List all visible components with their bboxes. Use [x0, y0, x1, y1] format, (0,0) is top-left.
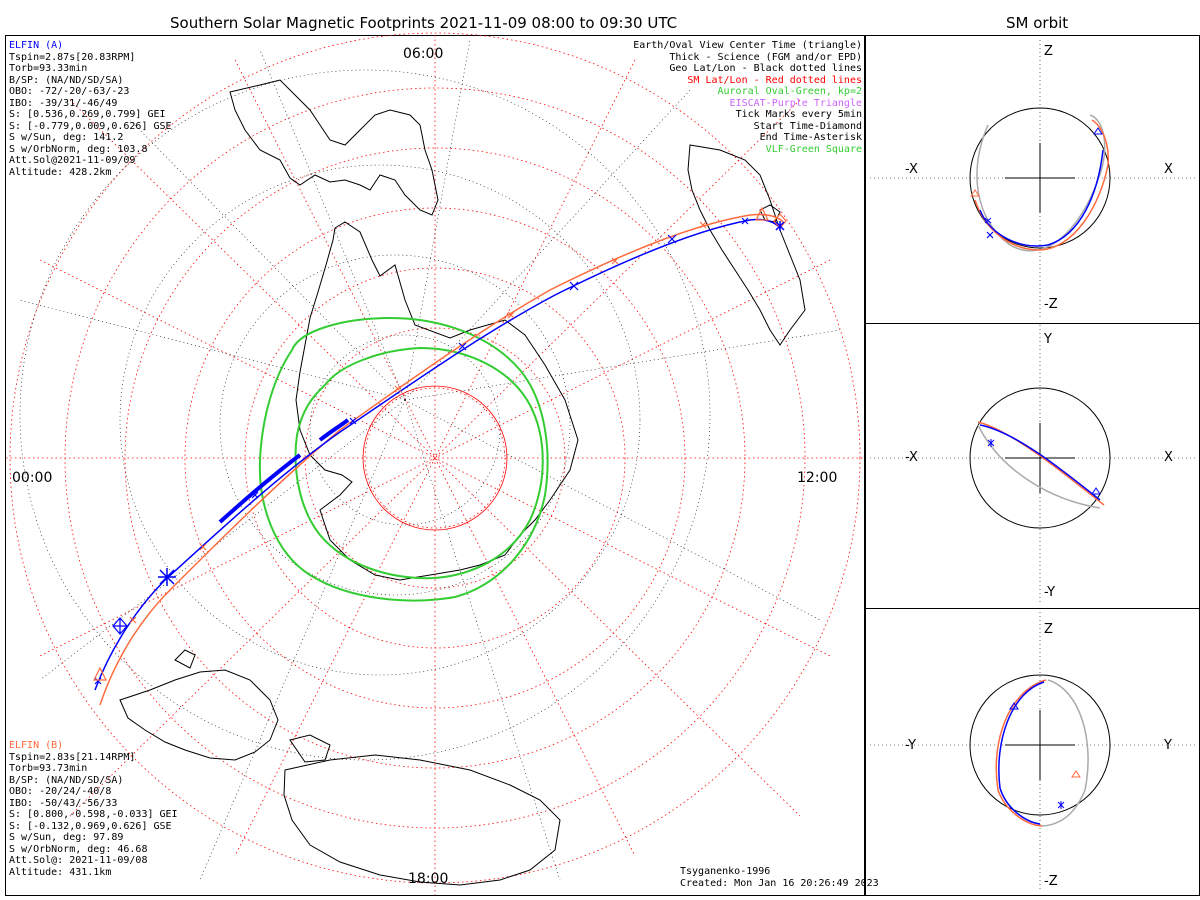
legend-entry: Start Time-Diamond — [753, 120, 862, 132]
geo-lat-lon-grid — [19, 39, 841, 881]
elfin-a-param-line: S: [0.536,0.269,0.799] GEI — [9, 109, 166, 120]
elfin-a-param-line: IBO: -39/31/-46/49 — [9, 97, 118, 109]
legend-entry: EISCAT-Purple Triangle — [729, 97, 862, 109]
elfin-a-science-segment — [218, 453, 302, 524]
orbit-panel-yz — [870, 612, 1198, 892]
elfin-b-param-line: IBO: -50/43/-56/33 — [9, 797, 118, 809]
orbit-panel-xy — [870, 325, 1198, 605]
view-center-triangle — [93, 206, 769, 681]
legend-entry: VLF-Green Square — [765, 143, 862, 155]
elfin-b-params: Tspin=2.83s[21.14RPM] Torb=93.73min B/SP: … — [9, 752, 178, 879]
legend-entry: Auroral Oval-Green, kp=2 — [717, 86, 863, 97]
orbit-xy-bottom-label: -Y — [1044, 585, 1055, 600]
orbit-xy-top-label: Y — [1043, 332, 1052, 347]
orbit-xz-right-label: X — [1164, 162, 1173, 177]
elfin-b-param-line: Tspin=2.83s[21.14RPM] — [9, 751, 136, 763]
elfin-b-info: ELFIN (B) Tspin=2.83s[21.14RPM] Torb=93.7… — [9, 740, 178, 878]
orbit-panel-xz — [870, 40, 1198, 318]
elfin-b-param-line: S: [0.800,-0.598,-0.033] GEI — [9, 809, 178, 820]
elfin-b-param-line: Torb=93.73min — [9, 763, 88, 774]
elfin-b-name: ELFIN (B) — [9, 740, 64, 751]
elfin-b-param-line: Altitude: 431.1km — [9, 866, 112, 878]
main-title: Southern Solar Magnetic Footprints 2021-… — [170, 14, 678, 32]
orbit-yz-top-label: Z — [1044, 622, 1053, 637]
elfin-a-param-line: Torb=93.33min — [9, 63, 88, 74]
legend: Earth/Oval View Center Time (triangle) Th… — [633, 40, 862, 155]
elfin-b-param-line: S w/Sun, deg: 97.89 — [9, 832, 124, 843]
elfin-a-param-line: S: [-0.779,0.009,0.626] GSE — [9, 120, 172, 132]
elfin-a-science-segment — [318, 418, 350, 442]
orbit-xz-left-label: -X — [905, 162, 918, 177]
elfin-a-ticks — [94, 217, 749, 685]
legend-entry: Earth/Oval View Center Time (triangle) — [633, 40, 862, 51]
legend-entry: Tick Marks every 5min — [735, 109, 862, 120]
elfin-a-info: ELFIN (A) Tspin=2.87s[20.83RPM] Torb=93.3… — [9, 40, 172, 178]
elfin-a-param-line: Tspin=2.87s[20.83RPM] — [9, 51, 136, 63]
elfin-a-param-line: B/SP: (NA/ND/SD/SA) — [9, 74, 124, 86]
time-label-bottom: 18:00 — [408, 871, 448, 887]
time-label-top: 06:00 — [403, 46, 443, 62]
elfin-a-params: Tspin=2.87s[20.83RPM] Torb=93.33min B/SP: … — [9, 52, 172, 179]
elfin-a-end-asterisk — [158, 221, 785, 586]
legend-entry: Thick - Science (FGM and/or EPD) — [669, 51, 862, 63]
elfin-a-param-line: OBO: -72/-20/-63/-23 — [9, 86, 130, 97]
orbit-yz-right-label: Y — [1163, 738, 1172, 753]
elfin-b-param-line: B/SP: (NA/ND/SD/SA) — [9, 774, 124, 786]
elfin-a-footprint-trace — [94, 218, 781, 691]
elfin-a-param-line: S w/Sun, deg: 141.2 — [9, 132, 124, 143]
orbit-xy-left-label: -X — [905, 450, 918, 465]
elfin-b-param-line: Att.Sol@: 2021-11-09/08 — [9, 855, 148, 866]
orbit-title: SM orbit — [1006, 14, 1069, 32]
elfin-a-name: ELFIN (A) — [9, 40, 64, 51]
elfin-a-start-diamond — [112, 617, 128, 635]
elfin-a-param-line: S w/OrbNorm, deg: 103.8 — [9, 143, 148, 155]
sm-pole-circle — [362, 385, 508, 531]
created-timestamp: Created: Mon Jan 16 20:26:49 2023 — [680, 878, 879, 889]
continents — [119, 79, 806, 886]
elfin-a-param-line: Att.Sol@2021-11-09/09 — [9, 155, 136, 166]
time-label-right: 12:00 — [797, 470, 837, 486]
orbit-xy-right-label: X — [1164, 450, 1173, 465]
elfin-b-footprint-trace — [99, 213, 784, 706]
orbit-yz-bottom-label: -Z — [1044, 874, 1058, 889]
legend-entry: SM Lat/Lon - Red dotted lines — [687, 74, 862, 86]
elfin-a-param-line: Altitude: 428.2km — [9, 166, 112, 178]
model-credit: Tsyganenko-1996 — [680, 866, 771, 877]
elfin-b-param-line: S w/OrbNorm, deg: 46.68 — [9, 843, 148, 855]
legend-entry: End Time-Asterisk — [759, 132, 862, 143]
orbit-xz-bottom-label: -Z — [1044, 297, 1058, 312]
orbit-yz-left-label: -Y — [905, 738, 916, 753]
elfin-b-param-line: S: [-0.132,0.969,0.626] GSE — [9, 820, 172, 832]
orbit-xz-top-label: Z — [1044, 44, 1053, 59]
legend-entry: Geo Lat/Lon - Black dotted lines — [669, 63, 862, 74]
time-label-left: 00:00 — [12, 470, 52, 486]
elfin-b-param-line: OBO: -20/24/-40/8 — [9, 786, 112, 797]
elfin-b-ticks — [129, 221, 707, 624]
